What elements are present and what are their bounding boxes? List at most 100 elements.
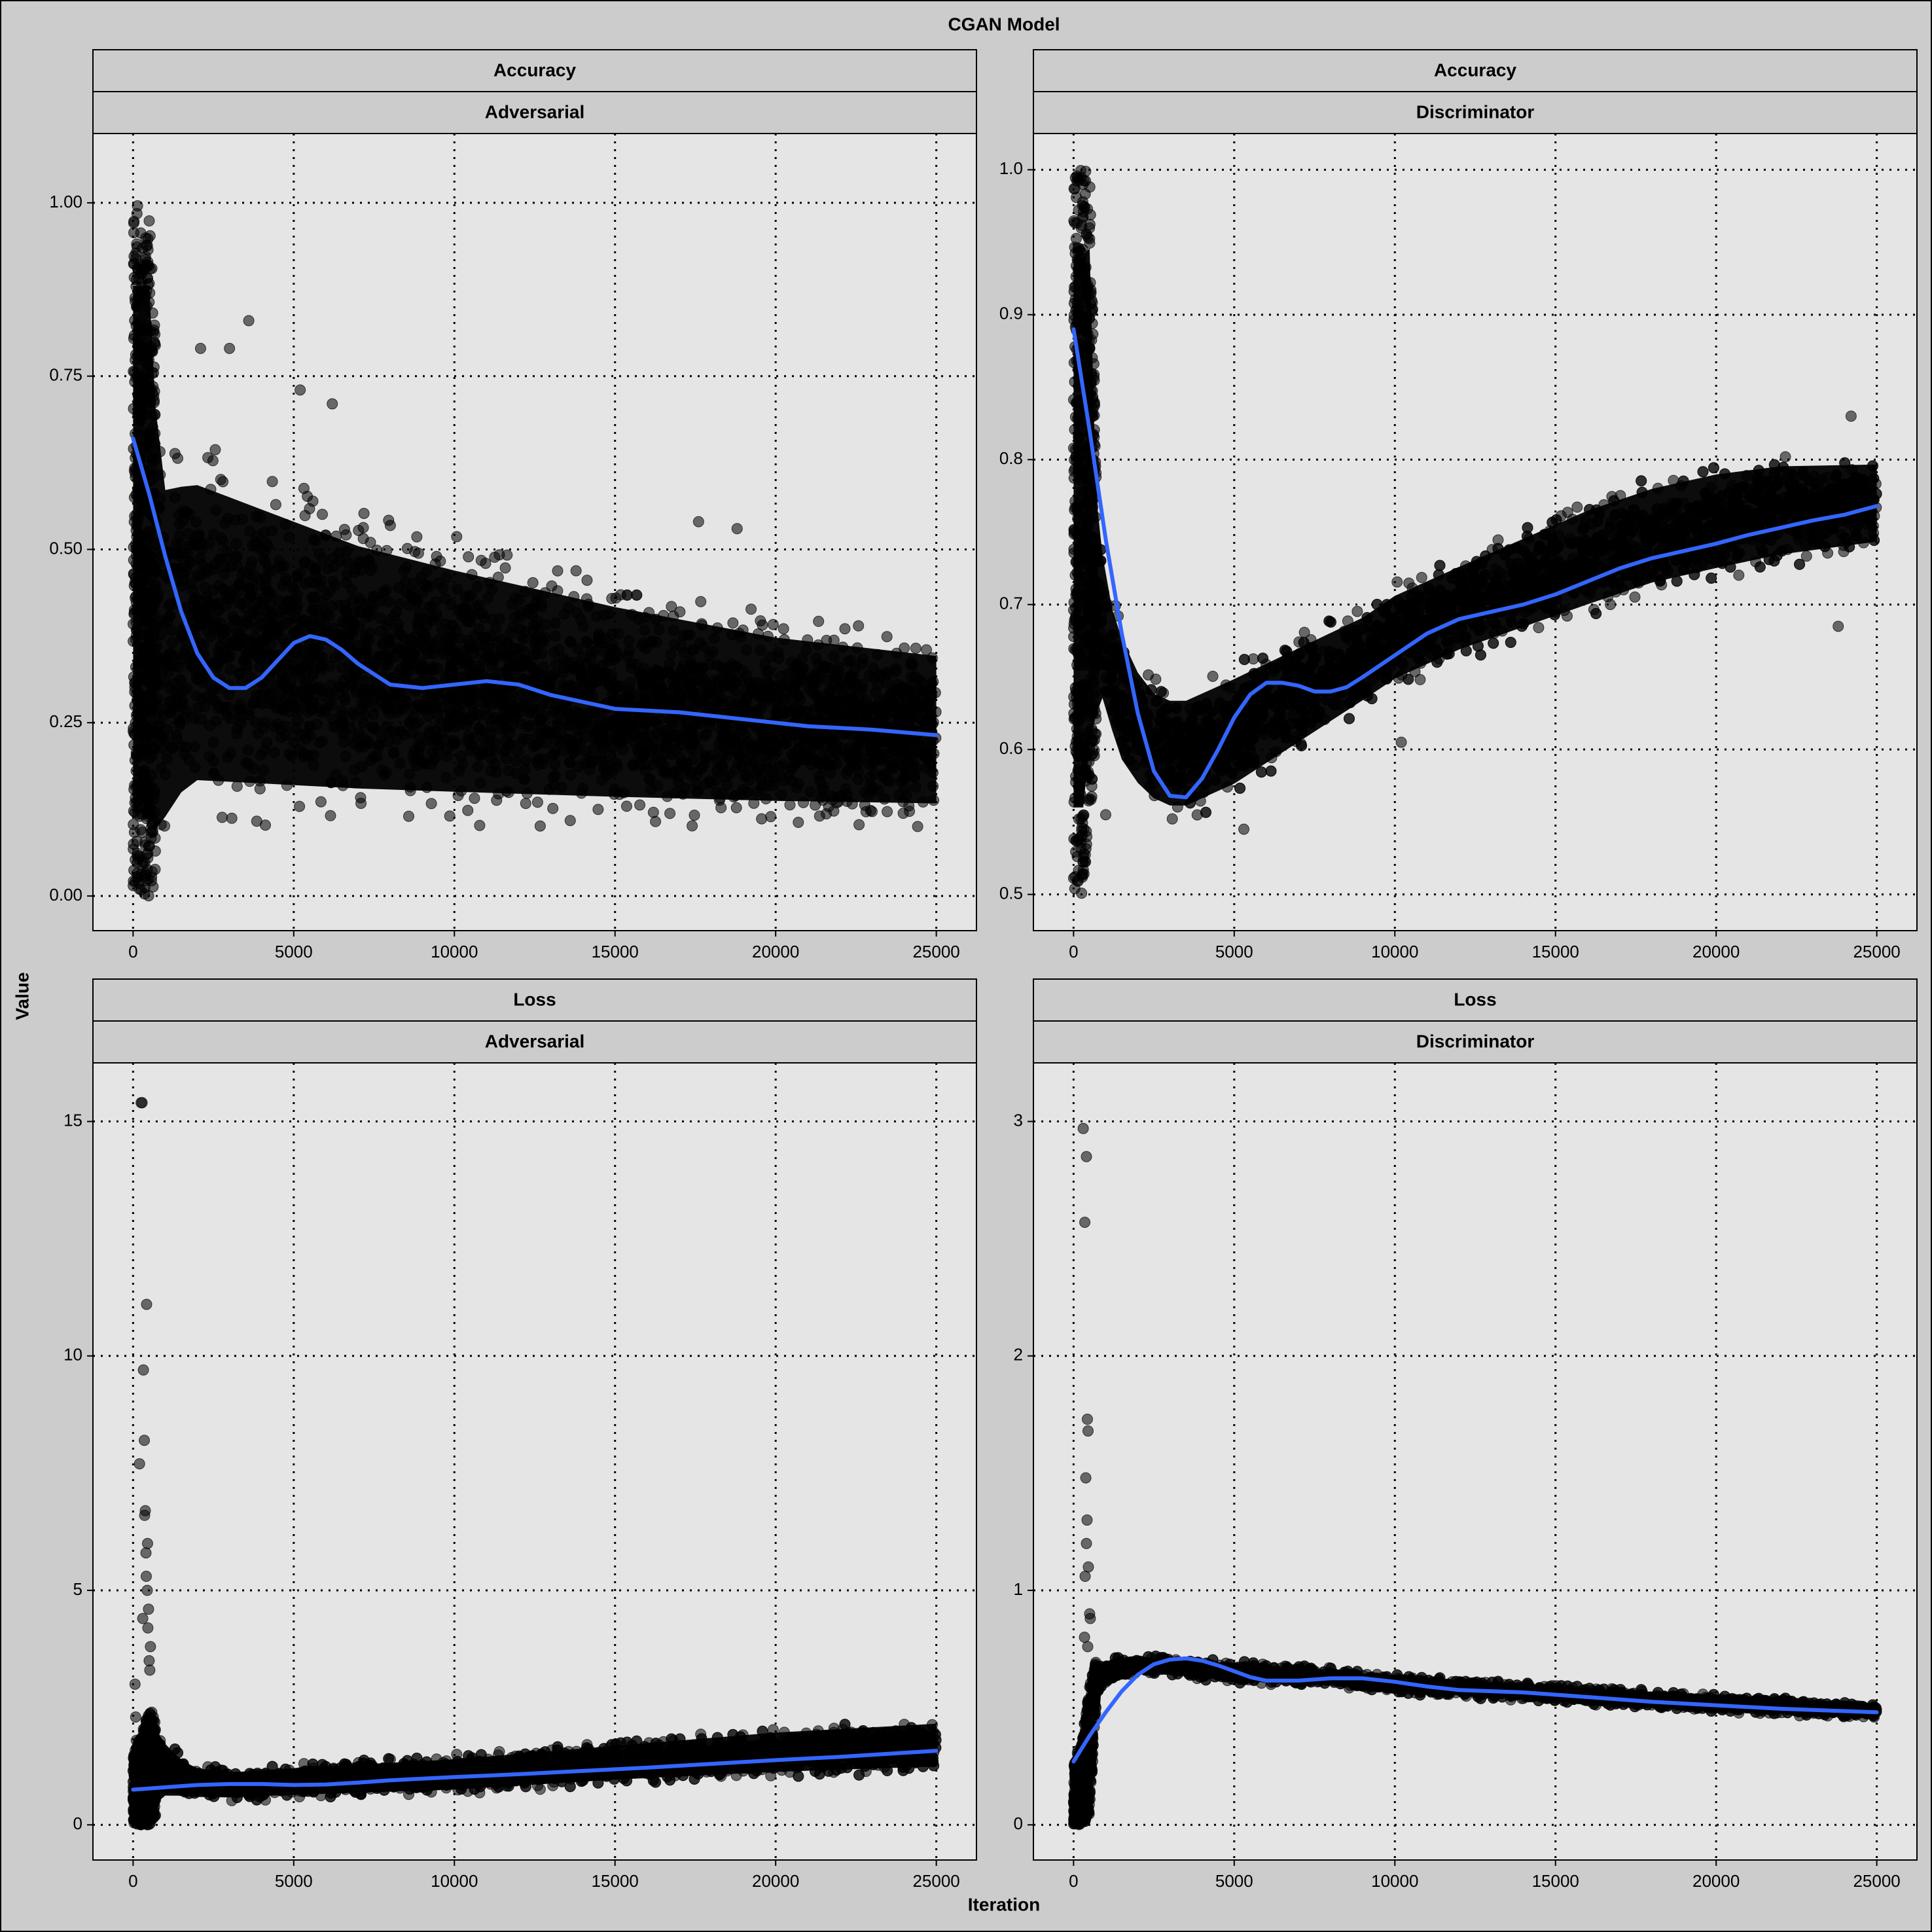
data-point [828, 805, 840, 817]
data-point [547, 802, 559, 814]
data-point [358, 508, 370, 519]
data-point [621, 589, 633, 601]
strip-label: Accuracy [1434, 60, 1517, 80]
data-point [299, 510, 311, 522]
panel-border [92, 133, 977, 931]
data-point [260, 819, 271, 831]
data-point [425, 798, 437, 810]
strip-label: Adversarial [485, 101, 585, 122]
data-point [531, 796, 543, 808]
data-point [169, 448, 181, 459]
data-point [689, 810, 700, 821]
data-point [226, 812, 238, 824]
data-point [463, 551, 474, 563]
data-point [745, 603, 757, 615]
data-point [384, 520, 396, 531]
data-point [128, 843, 139, 855]
data-point [839, 623, 851, 635]
data-point [209, 444, 221, 456]
data-point [403, 810, 414, 822]
data-point [146, 875, 157, 887]
data-point [137, 857, 149, 868]
data-point [912, 821, 923, 832]
data-point [687, 820, 698, 832]
y-tick-label: 0.00 [49, 885, 82, 904]
outlier-point [731, 523, 743, 535]
data-points [1067, 165, 1882, 899]
data-point [715, 802, 727, 814]
data-point [254, 783, 266, 795]
outlier-point [327, 398, 338, 410]
data-point [128, 227, 139, 238]
data-point [695, 596, 707, 607]
strip-box [92, 91, 977, 134]
x-tick-label: 10000 [431, 942, 478, 961]
data-point [338, 524, 350, 535]
data-point [143, 215, 155, 226]
data-point [231, 780, 243, 792]
x-tick-label: 5000 [275, 942, 313, 961]
data-point [462, 804, 474, 816]
data-point [520, 798, 531, 810]
data-point [592, 804, 604, 815]
data-point [294, 800, 306, 812]
data-point [307, 495, 319, 507]
data-point [756, 813, 768, 825]
y-axis-title: Value [12, 972, 32, 1020]
data-point [910, 643, 921, 654]
outlier-point [243, 315, 255, 327]
data-point [128, 819, 139, 831]
data-point [1800, 550, 1812, 562]
data-point [451, 531, 463, 543]
x-tick-label: 20000 [752, 942, 799, 961]
data-point [325, 810, 336, 821]
data-point [412, 547, 424, 559]
data-point [217, 812, 228, 823]
data-point [564, 815, 576, 827]
x-axis-title: Iteration [968, 1894, 1040, 1914]
data-point [493, 549, 505, 561]
data-point [499, 562, 511, 574]
data-point [853, 620, 865, 632]
data-point [365, 537, 376, 548]
data-point [128, 217, 139, 229]
data-point [139, 888, 151, 900]
data-point [202, 452, 214, 463]
data-point [647, 806, 659, 818]
data-point [130, 247, 142, 259]
data-point [475, 554, 487, 566]
x-tick-label: 0 [128, 942, 137, 961]
data-point [140, 232, 152, 244]
data-point [552, 565, 564, 577]
data-point [650, 815, 662, 827]
y-tick-label: 0.25 [49, 711, 82, 731]
data-point [149, 863, 161, 875]
strip-label: Discriminator [1416, 101, 1535, 122]
data-point [631, 589, 643, 601]
data-point [431, 550, 442, 562]
data-point [899, 642, 910, 654]
point-density-core [133, 286, 937, 830]
data-point [355, 792, 367, 804]
data-point [353, 525, 365, 536]
data-point [814, 810, 825, 822]
data-point [765, 811, 777, 823]
data-point [634, 799, 646, 811]
data-point [730, 802, 742, 814]
data-point [444, 810, 456, 822]
data-point [664, 808, 676, 819]
data-point [860, 806, 872, 817]
data-point [401, 543, 413, 554]
y-tick-label: 0.75 [49, 365, 82, 385]
chart-title: CGAN Model [948, 14, 1060, 34]
data-point [474, 819, 486, 831]
data-point [411, 531, 423, 543]
strip-box [92, 49, 977, 92]
data-point [527, 577, 539, 588]
data-point [793, 817, 804, 828]
